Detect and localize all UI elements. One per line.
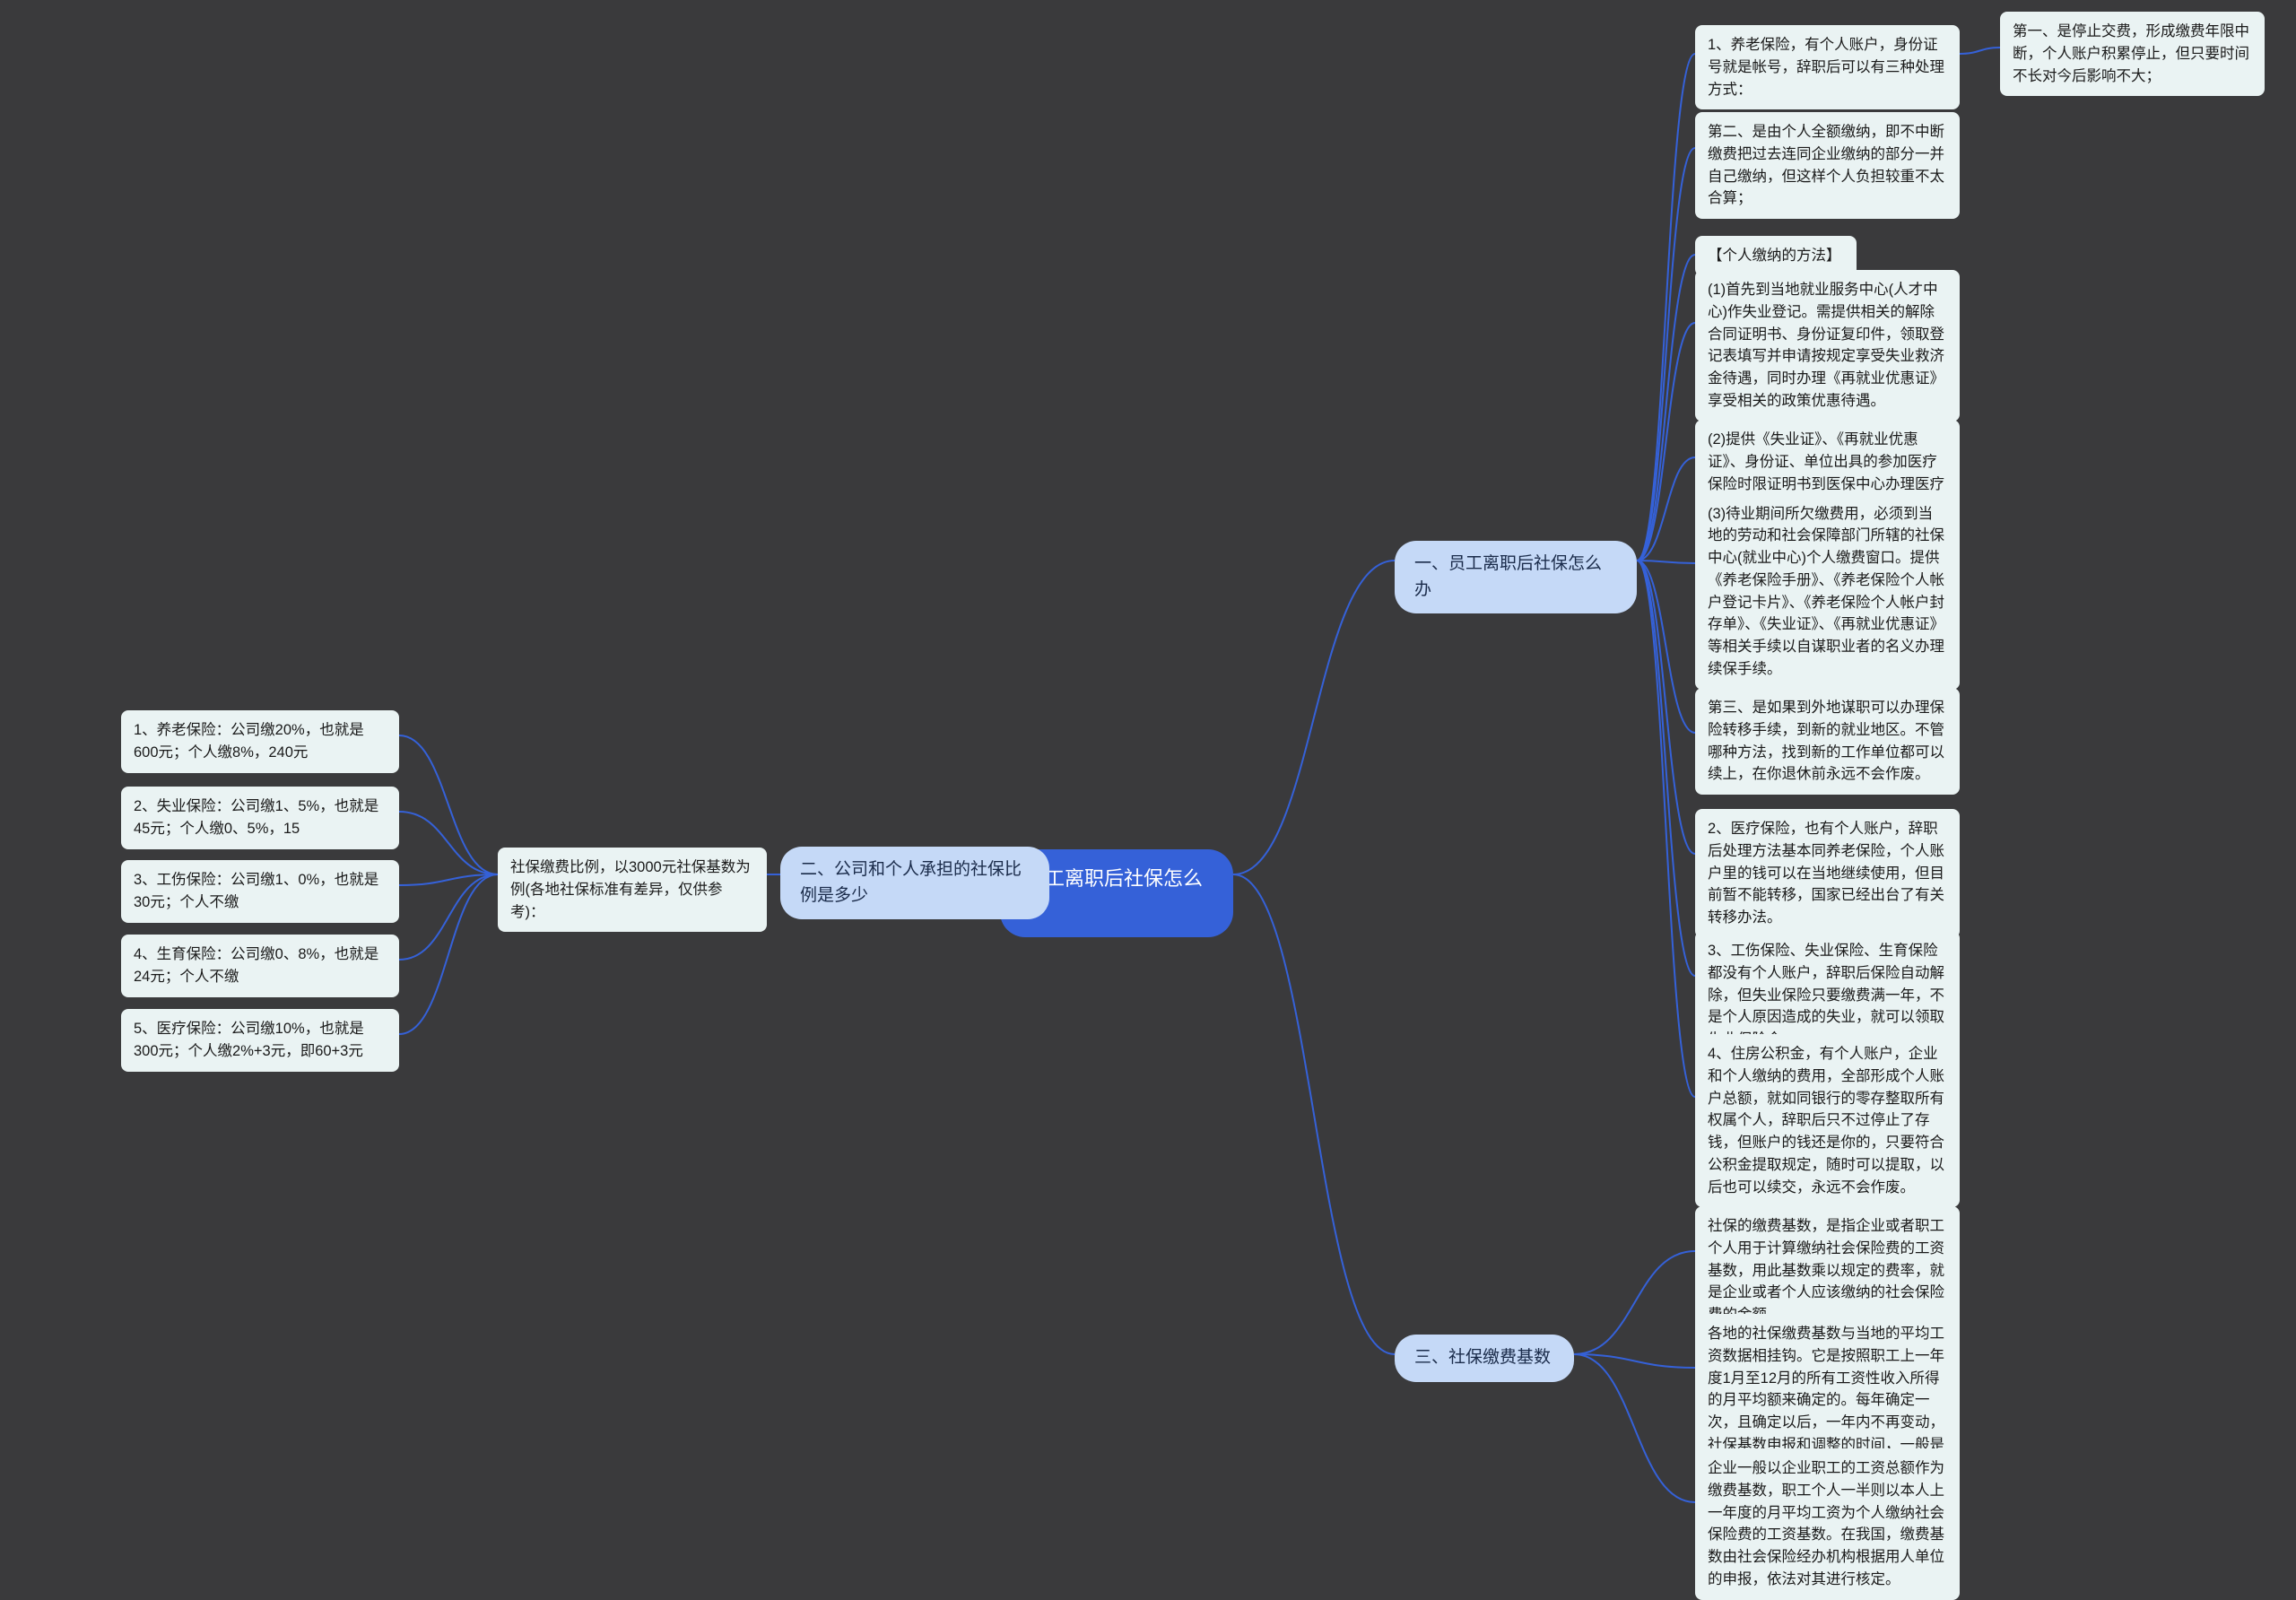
- b1-node-8[interactable]: 2、医疗保险，也有个人账户，辞职后处理方法基本同养老保险，个人账户里的钱可以在当…: [1695, 809, 1960, 938]
- branch-2[interactable]: 二、公司和个人承担的社保比例是多少: [780, 847, 1049, 919]
- b2-node-1d[interactable]: 4、生育保险：公司缴0、8%，也就是24元；个人不缴: [121, 935, 399, 997]
- b1-node-7[interactable]: 第三、是如果到外地谋职可以办理保险转移手续，到新的就业地区。不管哪种方法，找到新…: [1695, 688, 1960, 795]
- b1-node-6[interactable]: (3)待业期间所欠缴费用，必须到当地的劳动和社会保障部门所辖的社保中心(就业中心…: [1695, 494, 1960, 690]
- b3-node-3[interactable]: 企业一般以企业职工的工资总额作为缴费基数，职工个人一半则以本人上一年度的月平均工…: [1695, 1448, 1960, 1600]
- b1-node-10[interactable]: 4、住房公积金，有个人账户，企业和个人缴纳的费用，全部形成个人账户总额，就如同银…: [1695, 1034, 1960, 1207]
- b2-node-1c[interactable]: 3、工伤保险：公司缴1、0%，也就是30元；个人不缴: [121, 860, 399, 923]
- b1-node-2[interactable]: 第二、是由个人全额缴纳，即不中断缴费把过去连同企业缴纳的部分一并自己缴纳，但这样…: [1695, 112, 1960, 219]
- b2-node-1a[interactable]: 1、养老保险：公司缴20%，也就是600元；个人缴8%，240元: [121, 710, 399, 773]
- b2-node-1[interactable]: 社保缴费比例，以3000元社保基数为例(各地社保标准有差异，仅供参考)：: [498, 848, 767, 932]
- b1-node-1a[interactable]: 第一、是停止交费，形成缴费年限中断，个人账户积累停止，但只要时间不长对今后影响不…: [2000, 12, 2265, 96]
- branch-3[interactable]: 三、社保缴费基数: [1395, 1335, 1574, 1382]
- b1-node-4[interactable]: (1)首先到当地就业服务中心(人才中心)作失业登记。需提供相关的解除合同证明书、…: [1695, 270, 1960, 422]
- branch-1[interactable]: 一、员工离职后社保怎么办: [1395, 541, 1637, 613]
- b1-node-1[interactable]: 1、养老保险，有个人账户，身份证号就是帐号，辞职后可以有三种处理方式：: [1695, 25, 1960, 109]
- b2-node-1e[interactable]: 5、医疗保险：公司缴10%，也就是300元；个人缴2%+3元，即60+3元: [121, 1009, 399, 1072]
- b2-node-1b[interactable]: 2、失业保险：公司缴1、5%，也就是45元；个人缴0、5%，15: [121, 787, 399, 849]
